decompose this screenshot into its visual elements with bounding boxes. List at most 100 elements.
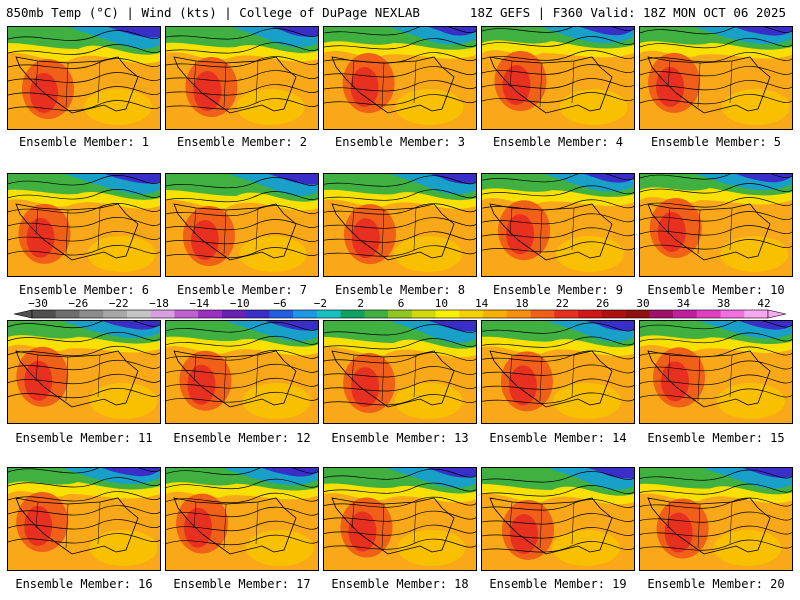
member-map-10 [639, 173, 793, 277]
temperature-map [8, 174, 160, 276]
member-label-3: Ensemble Member: 3 [334, 135, 466, 149]
colorbar-swatch [103, 310, 128, 318]
temperature-map [640, 27, 792, 129]
temperature-map [482, 27, 634, 129]
colorbar-swatch [435, 310, 460, 318]
member-label-5: Ensemble Member: 5 [650, 135, 782, 149]
temperature-map [324, 174, 476, 276]
temperature-map [8, 468, 160, 570]
colorbar-tick-label: 30 [636, 297, 649, 310]
temperature-map [8, 321, 160, 423]
member-label-11: Ensemble Member: 11 [15, 431, 153, 445]
member-map-3 [323, 26, 477, 130]
member-map-12 [165, 320, 319, 424]
member-label-8: Ensemble Member: 8 [334, 283, 466, 297]
colorbar-swatch [126, 310, 152, 318]
temperature-map [166, 27, 318, 129]
member-label-16: Ensemble Member: 16 [15, 577, 153, 591]
member-label-13: Ensemble Member: 13 [331, 431, 469, 445]
colorbar-tick-label: 10 [435, 297, 448, 310]
member-map-15 [639, 320, 793, 424]
temperature-map [324, 321, 476, 423]
colorbar-tick-label: −26 [68, 297, 88, 310]
colorbar-swatch [269, 310, 294, 318]
colorbar-swatch [459, 310, 484, 318]
member-label-1: Ensemble Member: 1 [18, 135, 150, 149]
colorbar-swatch [316, 310, 341, 318]
colorbar-swatch [411, 310, 436, 318]
member-map-17 [165, 467, 319, 571]
member-map-7 [165, 173, 319, 277]
colorbar-swatch [649, 310, 674, 318]
temperature-map [166, 321, 318, 423]
colorbar-tick-label: 38 [717, 297, 730, 310]
colorbar-tick-label: 26 [596, 297, 609, 310]
temperature-map [166, 174, 318, 276]
colorbar-tick-label: 2 [357, 297, 364, 310]
colorbar-swatch [245, 310, 270, 318]
colorbar-tick-label: −6 [273, 297, 286, 310]
colorbar-low-arrow [13, 309, 33, 319]
member-map-19 [481, 467, 635, 571]
temperature-map [482, 174, 634, 276]
member-map-11 [7, 320, 161, 424]
member-map-4 [481, 26, 635, 130]
member-label-14: Ensemble Member: 14 [489, 431, 627, 445]
colorbar-tick-label: 14 [475, 297, 489, 310]
colorbar-tick-label: −18 [149, 297, 169, 310]
temperature-map [640, 468, 792, 570]
colorbar-swatch [198, 310, 223, 318]
temperature-colorbar: −30 −26 −22 −18 −14 −10 −6 −2 2 6 10 14 18 22 26 30 34 38… [13, 297, 787, 319]
colorbar-swatch [55, 310, 80, 318]
member-label-10: Ensemble Member: 10 [647, 283, 785, 297]
member-label-2: Ensemble Member: 2 [176, 135, 308, 149]
member-map-18 [323, 467, 477, 571]
member-label-6: Ensemble Member: 6 [18, 283, 150, 297]
member-map-14 [481, 320, 635, 424]
member-label-9: Ensemble Member: 9 [492, 283, 624, 297]
run-valid-time: 18Z GEFS | F360 Valid: 18Z MON OCT 06 20… [469, 5, 786, 20]
colorbar-tick-label: −14 [189, 297, 209, 310]
temperature-map [8, 27, 160, 129]
chart-title: 850mb Temp (°C) | Wind (kts) | College o… [6, 5, 420, 20]
colorbar-swatch [483, 310, 508, 318]
colorbar-swatch [150, 310, 175, 318]
colorbar-swatch [554, 310, 579, 318]
colorbar-swatch [293, 310, 318, 318]
member-label-20: Ensemble Member: 20 [647, 577, 785, 591]
member-map-6 [7, 173, 161, 277]
member-map-13 [323, 320, 477, 424]
colorbar-swatch [625, 310, 650, 318]
colorbar-tick-label: 42 [757, 297, 770, 310]
colorbar-swatch [340, 310, 365, 318]
temperature-map [482, 468, 634, 570]
colorbar-tick-label: −22 [109, 297, 129, 310]
colorbar-swatch [388, 310, 413, 318]
member-map-8 [323, 173, 477, 277]
colorbar-swatch [221, 310, 246, 318]
temperature-map [640, 321, 792, 423]
member-label-18: Ensemble Member: 18 [331, 577, 469, 591]
colorbar-swatch [720, 310, 745, 318]
colorbar-swatch [673, 310, 698, 318]
colorbar-swatch [696, 310, 721, 318]
member-map-5 [639, 26, 793, 130]
temperature-map [482, 321, 634, 423]
colorbar-swatch [79, 310, 104, 318]
colorbar-swatch [601, 310, 626, 318]
colorbar-swatch [530, 310, 555, 318]
member-map-16 [7, 467, 161, 571]
member-label-15: Ensemble Member: 15 [647, 431, 785, 445]
member-map-1 [7, 26, 161, 130]
colorbar-tick-label: 6 [398, 297, 405, 310]
temperature-map [324, 468, 476, 570]
member-label-7: Ensemble Member: 7 [176, 283, 308, 297]
member-map-9 [481, 173, 635, 277]
member-label-19: Ensemble Member: 19 [489, 577, 627, 591]
member-label-17: Ensemble Member: 17 [173, 577, 311, 591]
temperature-map [324, 27, 476, 129]
colorbar-swatch [744, 310, 769, 318]
member-map-20 [639, 467, 793, 571]
temperature-map [166, 468, 318, 570]
colorbar-swatch [174, 310, 199, 318]
